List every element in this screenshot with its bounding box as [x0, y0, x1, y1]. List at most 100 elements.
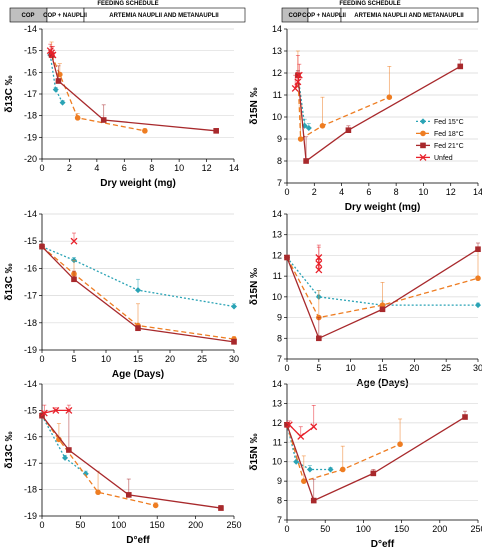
series-line	[286, 424, 401, 482]
x-tick-label: 0	[284, 524, 289, 534]
legend-marker	[420, 130, 426, 137]
data-point	[152, 502, 159, 509]
x-axis-label: Age (Days)	[112, 369, 164, 380]
data-point	[62, 454, 69, 461]
y-tick-label: -14	[24, 209, 37, 219]
series-fed-18-c	[284, 418, 403, 484]
y-axis-label: δ15N ‰	[249, 268, 260, 305]
schedule-artemia-box	[83, 7, 246, 23]
x-tick-label: 50	[75, 520, 85, 530]
schedule-right: FEEDING SCHEDULE COP COP + NAUPLII ARTEM…	[281, 1, 479, 23]
y-tick-label: 7	[277, 178, 282, 188]
series-unfed	[40, 404, 73, 417]
y-tick-label: 8	[277, 156, 282, 166]
x-tick-label: 20	[165, 354, 175, 364]
data-point	[52, 86, 59, 93]
x-axis-label: Dry weight (mg)	[100, 178, 176, 189]
x-tick-label: 30	[473, 363, 482, 373]
data-point	[310, 423, 318, 431]
y-tick-label: 9	[277, 476, 282, 486]
y-tick-label: 11	[273, 271, 282, 281]
series-unfed	[70, 232, 78, 245]
data-point	[475, 275, 481, 282]
data-point	[285, 421, 293, 429]
data-point	[303, 158, 309, 164]
x-axis-label: D°eff	[371, 539, 395, 550]
y-tick-label: 12	[272, 250, 282, 260]
data-point	[100, 117, 107, 123]
data-point-stroke	[315, 260, 323, 268]
y-tick-label: 14	[272, 209, 282, 219]
y-tick-label: -17	[24, 291, 37, 301]
x-tick-label: 100	[111, 520, 126, 530]
schedule-artemia-label: ARTEMIA NAUPLII AND METANAUPLII	[354, 13, 464, 19]
series-fed-21-c	[284, 410, 468, 504]
data-point	[74, 115, 81, 121]
y-tick-label: -20	[24, 154, 37, 164]
x-tick-label: 2	[312, 187, 317, 197]
data-point	[65, 406, 73, 414]
y-tick-label: -15	[24, 236, 37, 246]
x-tick-label: 14	[229, 163, 239, 173]
legend: Fed 15°C Fed 18°C Fed 21°C Unfed	[416, 118, 464, 162]
data-point-stroke	[65, 406, 73, 414]
data-point	[379, 306, 386, 313]
x-tick-label: 0	[284, 187, 289, 197]
y-tick-label: -19	[24, 511, 37, 521]
data-point	[294, 78, 302, 86]
schedule-title: FEEDING SCHEDULE	[339, 1, 400, 7]
x-tick-label: 2	[67, 163, 72, 173]
data-point	[462, 414, 468, 420]
schedule-title: FEEDING SCHEDULE	[97, 1, 158, 7]
data-point	[305, 125, 312, 131]
y-axis-label: δ13C ‰	[4, 431, 15, 468]
x-tick-label: 10	[174, 163, 184, 173]
x-tick-label: 25	[441, 363, 451, 373]
data-point	[295, 71, 303, 79]
y-tick-label: 13	[272, 230, 282, 240]
series-line	[286, 257, 478, 306]
data-point	[316, 335, 322, 342]
data-point	[39, 243, 45, 250]
series-line	[41, 415, 156, 507]
x-tick-label: 5	[71, 354, 76, 364]
x-tick-label: 10	[418, 187, 428, 197]
y-tick-label: 8	[277, 333, 282, 343]
data-point-stroke	[315, 266, 323, 274]
data-point	[52, 406, 60, 414]
legend-marker	[420, 118, 426, 125]
schedule-left: FEEDING SCHEDULE COP COP + NAUPLII ARTEM…	[9, 1, 246, 23]
series-line	[297, 75, 390, 141]
data-point	[339, 466, 346, 473]
data-point	[71, 276, 77, 283]
x-tick-label: 6	[122, 163, 127, 173]
legend-label: Fed 15°C	[434, 118, 464, 126]
legend-marker-stroke	[419, 153, 427, 161]
data-point-stroke	[294, 78, 302, 86]
y-tick-label: 10	[272, 457, 282, 467]
x-tick-label: 8	[394, 187, 399, 197]
legend-label: Fed 18°C	[434, 130, 464, 138]
data-point	[55, 78, 62, 84]
data-point	[95, 489, 101, 496]
y-tick-label: -15	[24, 46, 37, 56]
y-tick-label: 9	[277, 313, 282, 323]
x-tick-label: 14	[473, 187, 482, 197]
y-tick-label: 7	[277, 354, 282, 364]
series-fed-15-c	[39, 243, 237, 310]
y-axis-label: δ15N ‰	[249, 433, 260, 470]
series-line	[41, 246, 235, 340]
series-line	[297, 75, 310, 129]
y-tick-label: 11	[273, 437, 282, 447]
data-point-stroke	[315, 254, 323, 261]
series-line	[286, 248, 479, 340]
data-point	[40, 409, 48, 417]
data-point-stroke	[40, 409, 48, 417]
data-point	[218, 505, 224, 511]
y-axis-label: δ13C ‰	[4, 75, 15, 112]
panel-carbon-dry-weight: -20 -19 -18 -17 -16 -15 -14 0 2 4 6 8 10 12 14 Dry weig…	[4, 24, 239, 189]
y-tick-label: -19	[24, 345, 37, 355]
data-point	[142, 128, 148, 134]
y-tick-label: 12	[272, 418, 282, 428]
